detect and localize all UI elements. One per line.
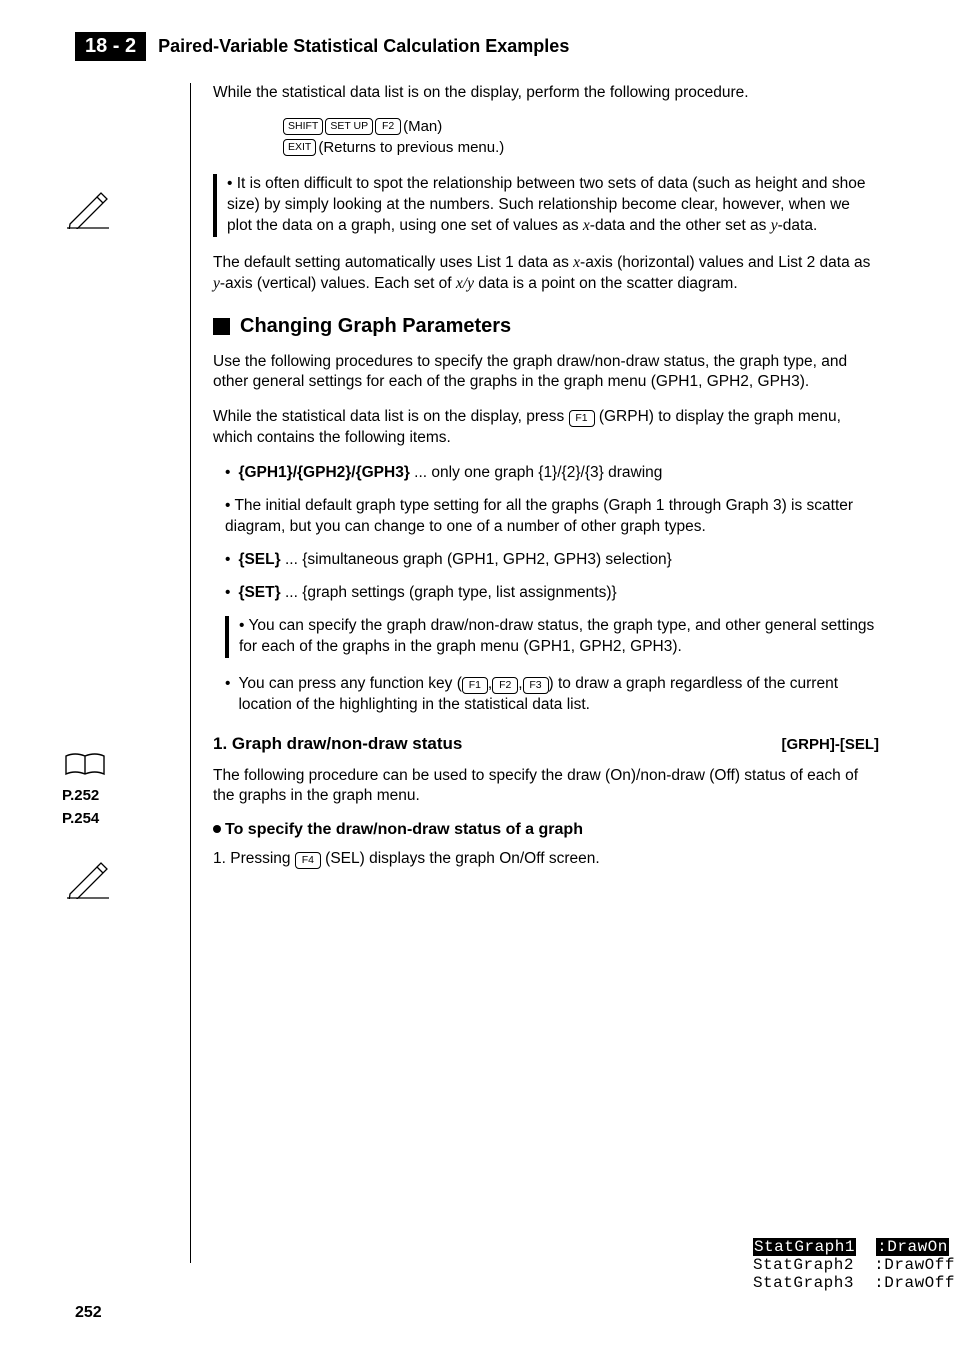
h2-title: Changing Graph Parameters [240, 315, 511, 338]
square-bullet-icon [213, 318, 230, 335]
pencil-note-icon-2 [65, 855, 109, 904]
key-suffix-2: (Returns to previous menu.) [318, 139, 504, 156]
f3-key-b: F3 [523, 677, 549, 694]
key-sequence-2: EXIT (Returns to previous menu.) [283, 139, 879, 156]
reference-icon-252: P.252 P.254 [62, 750, 108, 827]
main-content: While the statistical data list is on th… [190, 83, 879, 1263]
lcd-line-1: StatGraph1 :DrawOn [753, 1238, 954, 1256]
section-title: Paired-Variable Statistical Calculation … [158, 36, 569, 57]
step-1: 1. Pressing F4 (SEL) displays the graph … [213, 849, 879, 870]
bullet-sel: • {SEL} ... {simultaneous graph (GPH1, G… [213, 550, 879, 571]
pencil-note-icon [65, 185, 109, 234]
note-text-1: • It is often difficult to spot the rela… [227, 174, 879, 237]
ref-p254: P.254 [62, 810, 108, 827]
note-bar-icon [213, 174, 217, 237]
shift-key: SHIFT [283, 118, 323, 135]
subsection-row: 1. Graph draw/non-draw status [GRPH]-[SE… [213, 734, 879, 754]
bullet-set: • {SET} ... {graph settings (graph type,… [213, 583, 879, 604]
setup-key: SET UP [325, 118, 373, 135]
use-procedures-text: Use the following procedures to specify … [213, 352, 879, 394]
h2-row: Changing Graph Parameters [213, 315, 879, 338]
section-badge: 18 - 2 [75, 32, 146, 61]
while-text: While the statistical data list is on th… [213, 407, 879, 449]
note-bar-icon-2 [225, 616, 229, 658]
intro-text: While the statistical data list is on th… [213, 83, 879, 104]
note-block-1: • It is often difficult to spot the rela… [213, 174, 879, 237]
f2-key-b: F2 [492, 677, 518, 694]
ref-p252: P.252 [62, 787, 108, 804]
lcd-line-3: StatGraph3 :DrawOff [753, 1274, 954, 1292]
follow-text: The following procedure can be used to s… [213, 766, 879, 808]
f2-key: F2 [375, 118, 401, 135]
key-sequence-1: SHIFT SET UP F2 (Man) [283, 118, 879, 135]
note-text-2: • You can specify the graph draw/non-dra… [239, 616, 879, 658]
page-number: 252 [75, 1304, 102, 1322]
subsection-title: 1. Graph draw/non-draw status [213, 734, 462, 754]
f1-key-b: F1 [462, 677, 488, 694]
note-block-2: • You can specify the graph draw/non-dra… [225, 616, 879, 658]
lcd-screen: StatGraph1 :DrawOn StatGraph2 :DrawOff S… [753, 1238, 954, 1292]
dot-heading: To specify the draw/non-draw status of a… [213, 821, 879, 839]
key-suffix-1: (Man) [403, 118, 442, 135]
bullet-default-graph: • The initial default graph type setting… [213, 496, 879, 538]
page-header: 18 - 2 Paired-Variable Statistical Calcu… [75, 32, 879, 61]
f1-key: F1 [569, 410, 595, 427]
lcd-line-2: StatGraph2 :DrawOff [753, 1256, 954, 1274]
f4-key: F4 [295, 852, 321, 869]
exit-key: EXIT [283, 139, 316, 156]
bullet-press-key: • You can press any function key (F1,F2,… [213, 674, 879, 716]
default-setting-text: The default setting automatically uses L… [213, 253, 879, 295]
subsection-tag: [GRPH]-[SEL] [782, 736, 880, 753]
dot-icon [213, 825, 221, 833]
bullet-gph: • {GPH1}/{GPH2}/{GPH3} ... only one grap… [213, 463, 879, 484]
